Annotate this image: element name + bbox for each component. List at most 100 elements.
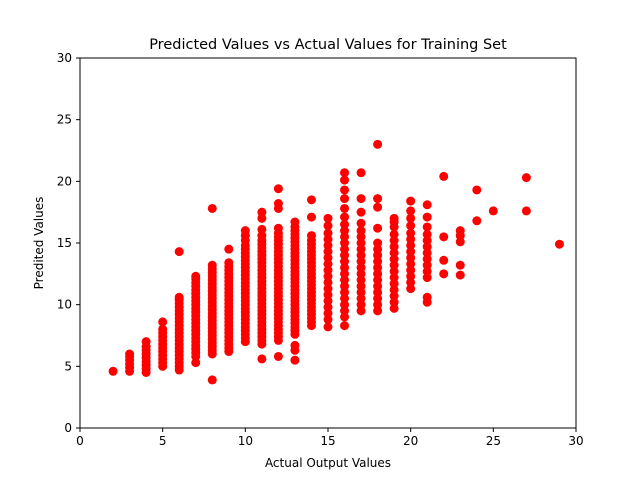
data-point [323,284,333,294]
data-point [306,212,316,222]
y-tick-label: 0 [64,421,72,435]
data-point [406,277,416,287]
data-point [406,284,416,294]
data-point [257,224,267,234]
data-point [340,281,350,291]
data-point [340,220,350,229]
data-point [174,247,184,257]
data-point [323,302,333,312]
data-point [340,203,350,213]
data-point [422,229,432,239]
data-point [158,324,168,334]
data-point [422,200,432,210]
x-tick-label: 25 [486,434,501,448]
data-point [356,269,366,279]
data-point [373,287,383,297]
data-point [340,257,350,266]
data-point [273,199,283,209]
data-point [356,232,366,242]
data-point [373,194,383,204]
data-point [356,300,366,310]
data-point [389,273,399,283]
data-point [340,194,350,204]
y-tick-label: 20 [57,174,72,188]
data-point [439,232,449,242]
data-point [158,317,168,327]
x-tick-label: 0 [76,434,84,448]
data-point [455,260,465,270]
data-point [422,273,432,283]
data-point [340,212,350,222]
data-point [356,238,366,248]
data-point [439,171,449,181]
data-point [373,306,383,316]
data-point [389,260,399,270]
data-point [406,265,416,275]
data-point [340,287,350,297]
data-point [323,314,333,324]
data-point [554,239,564,249]
data-point [323,221,333,231]
data-point [389,213,399,223]
data-point [340,175,350,185]
data-point [340,226,350,236]
y-axis-ticks: 0 5 10 15 20 25 30 [57,51,80,435]
data-point [356,263,366,273]
data-point [356,250,366,260]
y-tick-label: 10 [57,298,72,312]
data-point [340,168,350,178]
data-point [389,291,399,301]
x-tick-label: 20 [403,434,418,448]
data-point [323,253,333,263]
y-tick-label: 25 [57,113,72,127]
data-point [108,366,118,376]
data-point [323,228,333,238]
data-point [455,226,465,236]
data-point [406,234,416,244]
data-point [207,260,217,270]
data-point [141,337,151,347]
data-point [356,306,366,316]
data-point [323,322,333,332]
data-point [406,213,416,223]
data-point [356,168,366,178]
data-point [273,223,283,233]
data-point [422,248,432,258]
data-point [406,196,416,206]
data-point [356,244,366,254]
data-point [373,275,383,285]
data-point [340,269,350,279]
data-point [373,223,383,233]
data-point [455,237,465,247]
data-point [439,255,449,265]
data-point [422,236,432,246]
data-point [422,292,432,302]
y-axis-label: Predited Values [32,197,46,290]
data-point [207,375,217,385]
x-axis-label: Actual Output Values [265,456,391,470]
data-point [340,294,350,303]
data-point [340,263,350,273]
data-point [389,297,399,307]
data-point [340,250,350,260]
data-point [323,296,333,306]
data-point [306,195,316,205]
data-point [389,254,399,264]
data-point [521,206,531,216]
data-point [224,258,234,268]
y-tick-label: 30 [57,51,72,65]
data-point [373,257,383,266]
data-point [240,226,250,236]
data-point [389,303,399,313]
data-point [373,294,383,303]
data-point [207,203,217,213]
data-point [290,340,300,350]
data-point [323,247,333,257]
data-point [356,281,366,291]
data-point [406,240,416,250]
data-point [306,231,316,241]
data-point [356,287,366,297]
data-point [422,212,432,222]
data-point [356,194,366,204]
